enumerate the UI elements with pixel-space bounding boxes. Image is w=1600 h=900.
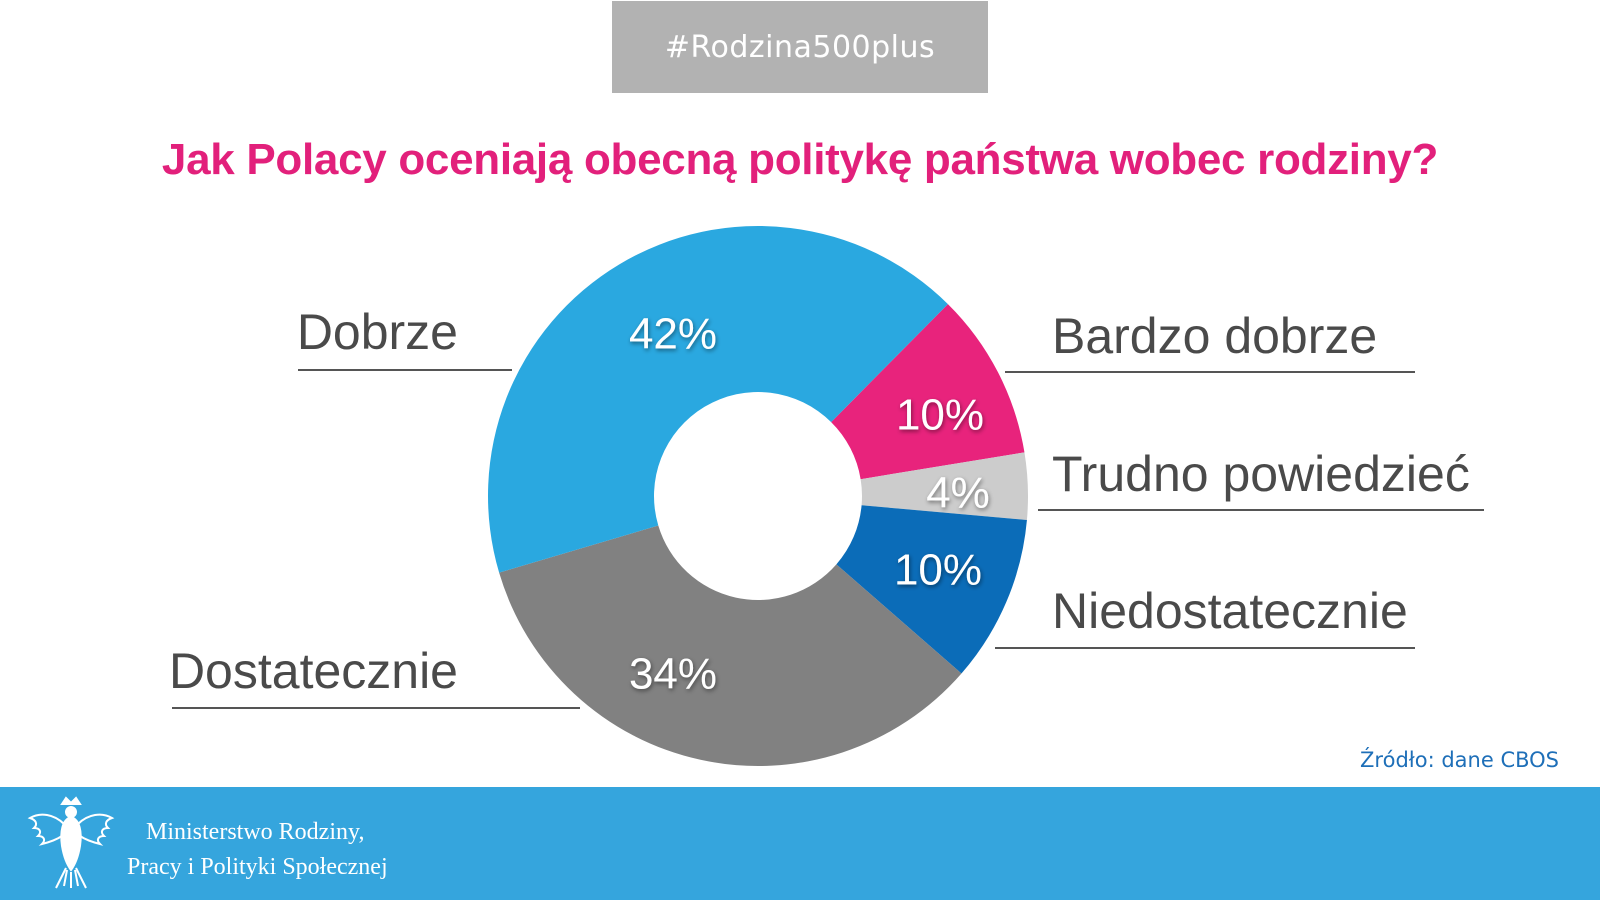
footer-bar: Ministerstwo Rodziny, Pracy i Polityki S…: [0, 787, 1600, 900]
chart-title: Jak Polacy oceniają obecną politykę pańs…: [161, 135, 1439, 184]
donut-slice: [831, 304, 1025, 480]
slice-value-label: 4%: [926, 469, 990, 518]
ministry-line-1: Ministerstwo Rodziny,: [146, 819, 365, 845]
slice-value-label: 34%: [629, 650, 717, 699]
ministry-name: Ministerstwo Rodziny, Pracy i Polityki S…: [127, 815, 388, 885]
hashtag-text: #Rodzina500plus: [664, 29, 936, 65]
slice-category-label: Dobrze: [297, 304, 458, 360]
slice-category-label: Dostatecznie: [169, 643, 458, 699]
polish-eagle-emblem-icon: [27, 796, 115, 889]
slice-category-label: Bardzo dobrze: [1052, 308, 1377, 364]
donut-slice: [488, 226, 948, 573]
slice-value-label: 10%: [896, 391, 984, 440]
donut-slice: [860, 452, 1028, 521]
slice-category-label: Niedostatecznie: [1052, 583, 1408, 639]
source-note: Źródło: dane CBOS: [1360, 748, 1559, 772]
slice-value-label: 42%: [629, 310, 717, 359]
donut-slice: [836, 505, 1027, 674]
donut-slice: [499, 525, 962, 766]
hashtag-banner: #Rodzina500plus: [612, 1, 988, 93]
slice-value-label: 10%: [894, 546, 982, 595]
ministry-line-2: Pracy i Polityki Społecznej: [127, 854, 388, 880]
slice-category-label: Trudno powiedzieć: [1052, 446, 1470, 502]
